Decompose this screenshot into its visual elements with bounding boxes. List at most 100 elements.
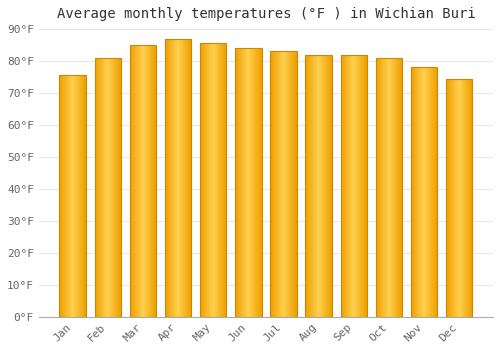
- Bar: [272, 51, 273, 317]
- Bar: [356, 55, 357, 317]
- Bar: [318, 55, 320, 317]
- Bar: [446, 79, 472, 317]
- Bar: [270, 51, 271, 317]
- Bar: [288, 51, 289, 317]
- Bar: [165, 38, 166, 317]
- Bar: [353, 55, 354, 317]
- Bar: [175, 38, 176, 317]
- Bar: [436, 68, 438, 317]
- Bar: [415, 68, 416, 317]
- Bar: [434, 68, 436, 317]
- Bar: [384, 58, 385, 317]
- Bar: [309, 55, 310, 317]
- Bar: [108, 58, 109, 317]
- Bar: [140, 45, 141, 317]
- Bar: [102, 58, 103, 317]
- Bar: [349, 55, 350, 317]
- Bar: [112, 58, 113, 317]
- Bar: [135, 45, 136, 317]
- Bar: [348, 55, 349, 317]
- Bar: [190, 38, 192, 317]
- Bar: [237, 48, 238, 317]
- Bar: [100, 58, 101, 317]
- Bar: [343, 55, 344, 317]
- Bar: [202, 43, 203, 317]
- Bar: [379, 58, 380, 317]
- Bar: [84, 75, 85, 317]
- Bar: [412, 68, 413, 317]
- Bar: [168, 38, 169, 317]
- Bar: [167, 38, 168, 317]
- Bar: [219, 43, 220, 317]
- Bar: [94, 58, 121, 317]
- Bar: [178, 38, 180, 317]
- Bar: [204, 43, 206, 317]
- Bar: [115, 58, 116, 317]
- Bar: [277, 51, 278, 317]
- Bar: [285, 51, 286, 317]
- Bar: [320, 55, 322, 317]
- Bar: [165, 38, 191, 317]
- Bar: [385, 58, 386, 317]
- Bar: [327, 55, 328, 317]
- Bar: [393, 58, 394, 317]
- Bar: [85, 75, 86, 317]
- Bar: [62, 75, 63, 317]
- Bar: [151, 45, 152, 317]
- Bar: [342, 55, 344, 317]
- Bar: [200, 43, 202, 317]
- Bar: [64, 75, 66, 317]
- Bar: [432, 68, 434, 317]
- Bar: [147, 45, 148, 317]
- Bar: [469, 79, 470, 317]
- Bar: [212, 43, 213, 317]
- Bar: [217, 43, 218, 317]
- Bar: [411, 68, 438, 317]
- Bar: [235, 48, 262, 317]
- Bar: [314, 55, 316, 317]
- Bar: [166, 38, 167, 317]
- Bar: [457, 79, 458, 317]
- Bar: [380, 58, 381, 317]
- Bar: [454, 79, 456, 317]
- Bar: [137, 45, 138, 317]
- Bar: [107, 58, 108, 317]
- Bar: [284, 51, 285, 317]
- Bar: [184, 38, 186, 317]
- Bar: [396, 58, 397, 317]
- Bar: [290, 51, 292, 317]
- Bar: [351, 55, 352, 317]
- Bar: [243, 48, 244, 317]
- Bar: [208, 43, 210, 317]
- Bar: [74, 75, 76, 317]
- Bar: [282, 51, 283, 317]
- Bar: [94, 58, 96, 317]
- Bar: [66, 75, 68, 317]
- Bar: [340, 55, 367, 317]
- Bar: [287, 51, 288, 317]
- Bar: [215, 43, 216, 317]
- Bar: [172, 38, 173, 317]
- Bar: [448, 79, 450, 317]
- Bar: [188, 38, 190, 317]
- Bar: [180, 38, 182, 317]
- Bar: [328, 55, 329, 317]
- Bar: [81, 75, 82, 317]
- Bar: [286, 51, 287, 317]
- Bar: [395, 58, 396, 317]
- Bar: [72, 75, 74, 317]
- Bar: [419, 68, 420, 317]
- Bar: [238, 48, 239, 317]
- Bar: [62, 75, 64, 317]
- Bar: [362, 55, 363, 317]
- Bar: [221, 43, 222, 317]
- Bar: [170, 38, 171, 317]
- Bar: [250, 48, 251, 317]
- Bar: [456, 79, 458, 317]
- Bar: [329, 55, 330, 317]
- Bar: [357, 55, 358, 317]
- Bar: [306, 55, 332, 317]
- Title: Average monthly temperatures (°F ) in Wichian Buri: Average monthly temperatures (°F ) in Wi…: [56, 7, 476, 21]
- Bar: [397, 58, 398, 317]
- Bar: [391, 58, 392, 317]
